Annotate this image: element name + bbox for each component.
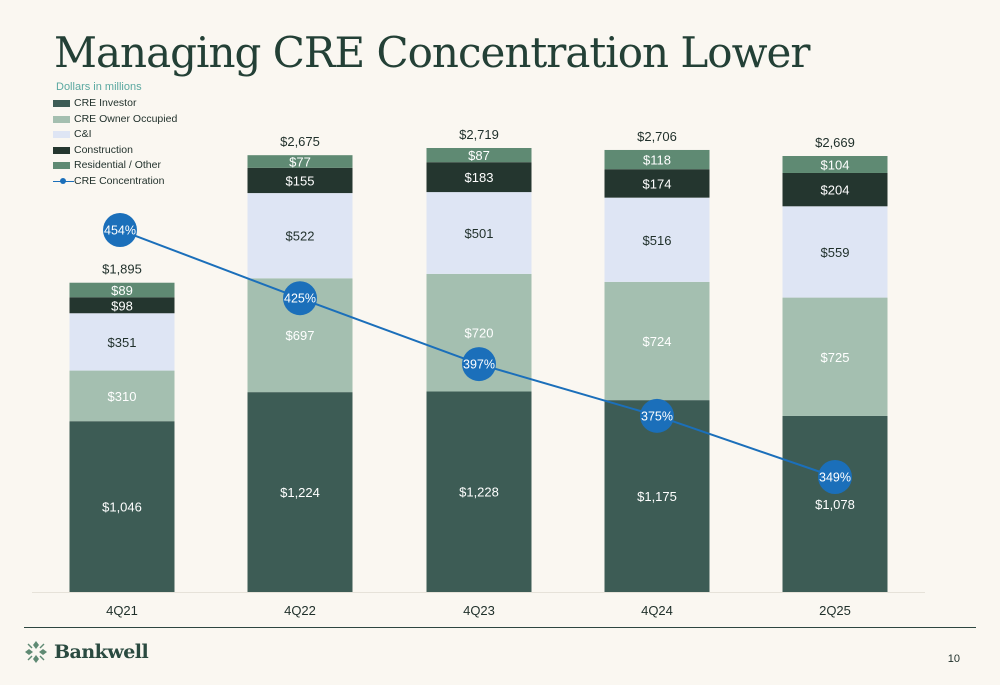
legend-line-swatch <box>53 177 74 185</box>
legend-item-cre-investor: CRE Investor <box>53 96 177 112</box>
bar-segment-construction-4q22 <box>247 167 353 194</box>
bar-value-label: $1,228 <box>459 485 499 500</box>
legend-item-ci: C&I <box>53 127 177 143</box>
bar-value-label: $1,078 <box>815 497 855 512</box>
bar-value-label: $155 <box>286 173 315 188</box>
cre-concentration-label: 349% <box>819 471 851 485</box>
bar-total-label: $2,669 <box>815 135 855 150</box>
legend-item-cre-concentration: CRE Concentration <box>53 174 177 190</box>
legend-swatch <box>53 115 70 123</box>
x-tick-label: 4Q24 <box>641 603 673 618</box>
bar-value-label: $720 <box>465 326 494 341</box>
legend-item-cre-owner-occupied: CRE Owner Occupied <box>53 112 177 128</box>
x-tick-label: 4Q21 <box>106 603 138 618</box>
bar-segment-c-i-4q21 <box>69 313 175 371</box>
bar-value-label: $104 <box>821 157 850 172</box>
bar-segment-construction-4q21 <box>69 297 175 314</box>
cre-concentration-label: 425% <box>284 292 316 306</box>
bar-value-label: $98 <box>111 298 133 313</box>
bar-value-label: $725 <box>821 350 850 365</box>
cre-concentration-label: 397% <box>463 358 495 372</box>
bar-value-label: $183 <box>465 170 494 185</box>
bar-value-label: $204 <box>821 183 850 198</box>
bar-total-label: $2,675 <box>280 134 320 149</box>
legend-swatch <box>53 162 70 170</box>
bar-segment-cre-investor-4q23 <box>426 391 532 592</box>
x-tick-label: 4Q23 <box>463 603 495 618</box>
bar-value-label: $1,175 <box>637 489 677 504</box>
bar-segment-residential-other-2q25 <box>782 156 888 173</box>
bar-segment-construction-4q23 <box>426 162 532 193</box>
cre-concentration-point <box>283 281 317 316</box>
cre-concentration-point <box>818 460 852 494</box>
bar-total-label: $2,706 <box>637 129 677 144</box>
bankwell-emblem-icon <box>25 641 47 663</box>
bar-value-label: $522 <box>286 229 315 244</box>
bar-value-label: $501 <box>465 226 494 241</box>
bar-segment-cre-investor-2q25 <box>782 415 888 592</box>
legend-swatch <box>53 100 70 108</box>
bar-segment-c-i-4q24 <box>604 197 710 282</box>
bar-segment-construction-2q25 <box>782 172 888 207</box>
bar-segment-construction-4q24 <box>604 169 710 198</box>
legend-label: Residential / Other <box>74 159 161 171</box>
bar-total-label: $2,719 <box>459 127 499 142</box>
bar-value-label: $174 <box>643 176 672 191</box>
bar-value-label: $697 <box>286 328 315 343</box>
bar-value-label: $1,224 <box>280 485 320 500</box>
legend-label: CRE Investor <box>74 97 137 109</box>
legend-label: CRE Owner Occupied <box>74 112 178 125</box>
bar-value-label: $77 <box>289 154 311 169</box>
bar-segment-c-i-4q22 <box>247 193 353 279</box>
cre-concentration-point <box>640 398 674 433</box>
x-tick-label: 2Q25 <box>819 603 851 618</box>
page-number: 10 <box>947 653 960 665</box>
cre-concentration-label: 375% <box>641 409 673 423</box>
bar-segment-c-i-4q23 <box>426 192 532 274</box>
legend-label: Construction <box>74 143 133 156</box>
bar-value-label: $89 <box>111 283 133 298</box>
legend-label: CRE Concentration <box>74 174 165 187</box>
bankwell-logo: Bankwell <box>24 640 149 664</box>
cre-concentration-label: 454% <box>104 224 136 238</box>
bar-value-label: $559 <box>821 245 850 260</box>
bar-segment-residential-other-4q22 <box>247 155 353 168</box>
cre-concentration-point <box>462 347 496 382</box>
bar-segment-cre-owner-occupied-4q21 <box>69 370 175 422</box>
cre-concentration-point <box>103 213 137 247</box>
bar-value-label: $351 <box>108 335 137 350</box>
logo-wordmark: Bankwell <box>54 641 149 663</box>
footer-divider <box>24 627 976 628</box>
bar-segment-cre-owner-occupied-2q25 <box>782 297 888 416</box>
bar-segment-residential-other-4q24 <box>604 149 710 170</box>
page-title: Managing CRE Concentration Lower <box>54 28 810 77</box>
bar-value-label: $516 <box>643 233 672 248</box>
units-subtitle: Dollars in millions <box>56 81 142 93</box>
chart-legend: CRE Investor CRE Owner Occupied C&I Cons… <box>53 96 177 189</box>
bar-segment-cre-investor-4q22 <box>247 392 353 592</box>
stacked-bar-chart: $1,046 $310 $351 $98$89 $1,895 4Q21 $1,224 $697… <box>32 127 925 618</box>
legend-swatch <box>53 146 70 154</box>
bar-value-label: $1,046 <box>102 500 142 515</box>
bar-value-label: $310 <box>108 389 137 404</box>
bar-value-label: $118 <box>643 153 671 168</box>
bar-value-label: $87 <box>468 148 490 163</box>
legend-item-construction: Construction <box>53 143 177 159</box>
bar-segment-cre-investor-4q21 <box>69 421 175 592</box>
bar-segment-residential-other-4q21 <box>69 282 175 298</box>
bar-segment-residential-other-4q23 <box>426 148 532 163</box>
x-tick-label: 4Q22 <box>284 603 316 618</box>
legend-swatch <box>53 131 70 139</box>
bar-value-label: $724 <box>643 334 672 349</box>
bar-segment-cre-owner-occupied-4q24 <box>604 281 710 401</box>
legend-item-residential-other: Residential / Other <box>53 158 177 174</box>
bar-segment-c-i-2q25 <box>782 206 888 298</box>
bar-total-label: $1,895 <box>102 262 142 277</box>
legend-label: C&I <box>74 128 92 140</box>
